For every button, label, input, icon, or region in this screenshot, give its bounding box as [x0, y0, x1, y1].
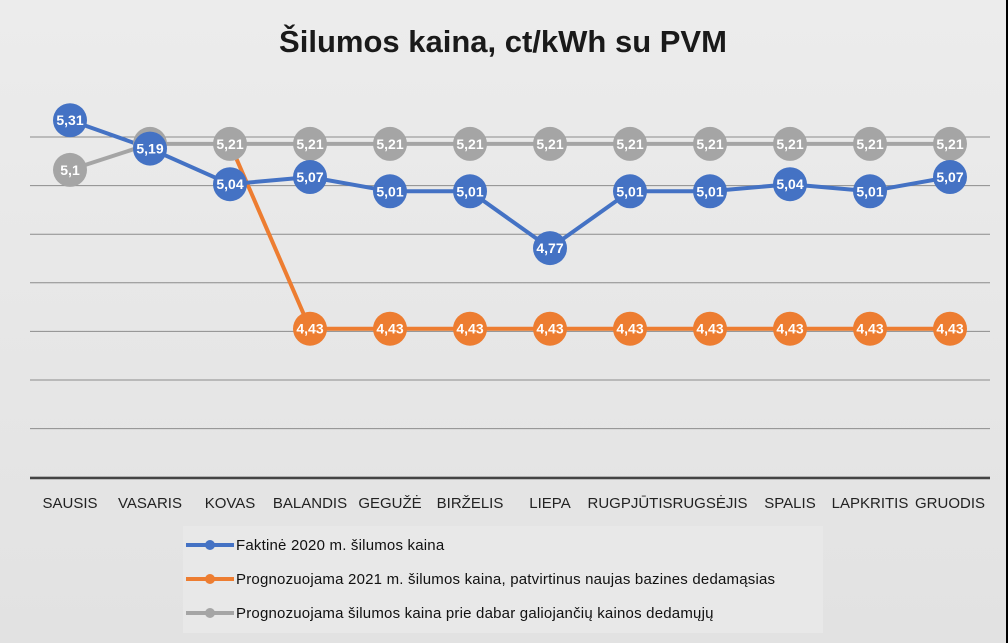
x-tick-label: RUGPJŪTIS	[587, 495, 672, 512]
data-point-marker	[693, 126, 727, 161]
data-point-marker	[293, 160, 327, 194]
data-point-marker	[293, 311, 327, 346]
data-label: 5,21	[536, 136, 563, 152]
x-tick-label: LAPKRITIS	[832, 495, 909, 512]
data-label: 5,21	[776, 136, 803, 152]
legend-label: Faktinė 2020 m. šilumos kaina	[236, 537, 445, 554]
data-point-marker	[773, 167, 807, 202]
x-tick-label: BALANDIS	[273, 495, 347, 512]
data-label: 5,31	[56, 112, 83, 128]
series-line	[228, 143, 950, 331]
series-layer	[69, 118, 951, 331]
legend-marker	[205, 540, 215, 550]
data-label: 4,43	[456, 321, 483, 337]
x-tick-label: LIEPA	[529, 495, 570, 512]
x-tick-label: SAUSIS	[42, 495, 97, 512]
data-labels: 5,1 5,21 5,21 5,21 5,21 5,21 5,21 5,21 5,21 5,21 5…	[53, 103, 967, 346]
data-label: 4,43	[696, 321, 723, 337]
data-point-marker	[53, 103, 87, 138]
data-point-marker	[773, 311, 807, 346]
series-line	[69, 141, 950, 172]
chart-title: Šilumos kaina, ct/kWh su PVM	[279, 23, 727, 59]
data-point-marker	[373, 174, 407, 209]
x-axis: SAUSIS VASARIS KOVAS BALANDIS GEGUŽĖ BIRŽELIS…	[30, 476, 990, 512]
data-label: 4,43	[856, 321, 883, 337]
data-point-marker	[213, 126, 247, 161]
data-point-marker	[453, 174, 487, 209]
legend: Faktinė 2020 m. šilumos kaina Prognozuoja…	[183, 526, 823, 633]
data-label: 5,01	[456, 183, 483, 199]
data-label: 4,43	[296, 321, 323, 337]
data-label: 5,01	[856, 183, 883, 199]
data-label: 5,19	[136, 141, 163, 157]
gridlines	[30, 136, 990, 478]
data-point-marker	[293, 126, 327, 161]
data-label: 5,01	[616, 183, 643, 199]
data-point-marker	[373, 311, 407, 346]
data-point-marker	[613, 174, 647, 209]
data-label: 5,07	[936, 169, 963, 185]
data-label: 4,43	[936, 321, 963, 337]
legend-marker	[205, 608, 215, 618]
data-label: 4,43	[376, 321, 403, 337]
data-label: 4,43	[616, 321, 643, 337]
series-line	[69, 118, 951, 251]
x-tick-label: GRUODIS	[915, 495, 985, 512]
data-label: 5,01	[376, 183, 403, 199]
legend-marker	[205, 574, 215, 584]
data-point-marker	[693, 174, 727, 209]
x-tick-label: VASARIS	[118, 495, 182, 512]
data-point-marker	[453, 311, 487, 346]
data-label: 4,43	[536, 321, 563, 337]
data-label: 4,43	[776, 321, 803, 337]
data-point-marker	[533, 311, 567, 346]
data-label: 5,04	[216, 176, 243, 192]
data-label: 5,21	[456, 136, 483, 152]
data-point-marker	[933, 160, 967, 194]
data-point-marker	[853, 126, 887, 161]
x-tick-label: GEGUŽĖ	[358, 494, 421, 512]
data-label: 5,21	[216, 136, 243, 152]
data-point-marker	[533, 231, 567, 266]
legend-box	[183, 526, 823, 633]
data-label: 5,07	[296, 169, 323, 185]
data-point-marker	[773, 126, 807, 161]
data-label: 5,21	[296, 136, 323, 152]
data-label: 5,01	[696, 183, 723, 199]
data-point-marker	[693, 311, 727, 346]
x-tick-label: BIRŽELIS	[437, 495, 504, 512]
data-point-marker	[453, 126, 487, 161]
data-point-marker	[933, 311, 967, 346]
data-point-marker	[533, 126, 567, 161]
data-point-marker	[933, 126, 967, 161]
data-label: 5,1	[60, 162, 80, 178]
data-point-marker	[613, 126, 647, 161]
data-point-marker	[373, 126, 407, 161]
x-tick-label: SPALIS	[764, 495, 815, 512]
data-label: 5,21	[376, 136, 403, 152]
data-label: 5,21	[616, 136, 643, 152]
legend-label: Prognozuojama 2021 m. šilumos kaina, pat…	[236, 571, 775, 588]
data-point-marker	[53, 152, 87, 187]
data-label: 5,04	[776, 176, 803, 192]
data-point-marker	[853, 174, 887, 209]
legend-label: Prognozuojama šilumos kaina prie dabar g…	[236, 605, 714, 622]
data-point-marker	[613, 311, 647, 346]
data-label: 4,77	[536, 240, 563, 256]
x-tick-label: KOVAS	[205, 495, 256, 512]
data-point-marker	[853, 311, 887, 346]
x-tick-label: RUGSĖJIS	[672, 494, 747, 512]
data-point-marker	[133, 131, 167, 166]
data-point-marker	[213, 167, 247, 202]
data-label: 5,21	[856, 136, 883, 152]
data-label: 5,21	[696, 136, 723, 152]
data-label: 5,21	[936, 136, 963, 152]
